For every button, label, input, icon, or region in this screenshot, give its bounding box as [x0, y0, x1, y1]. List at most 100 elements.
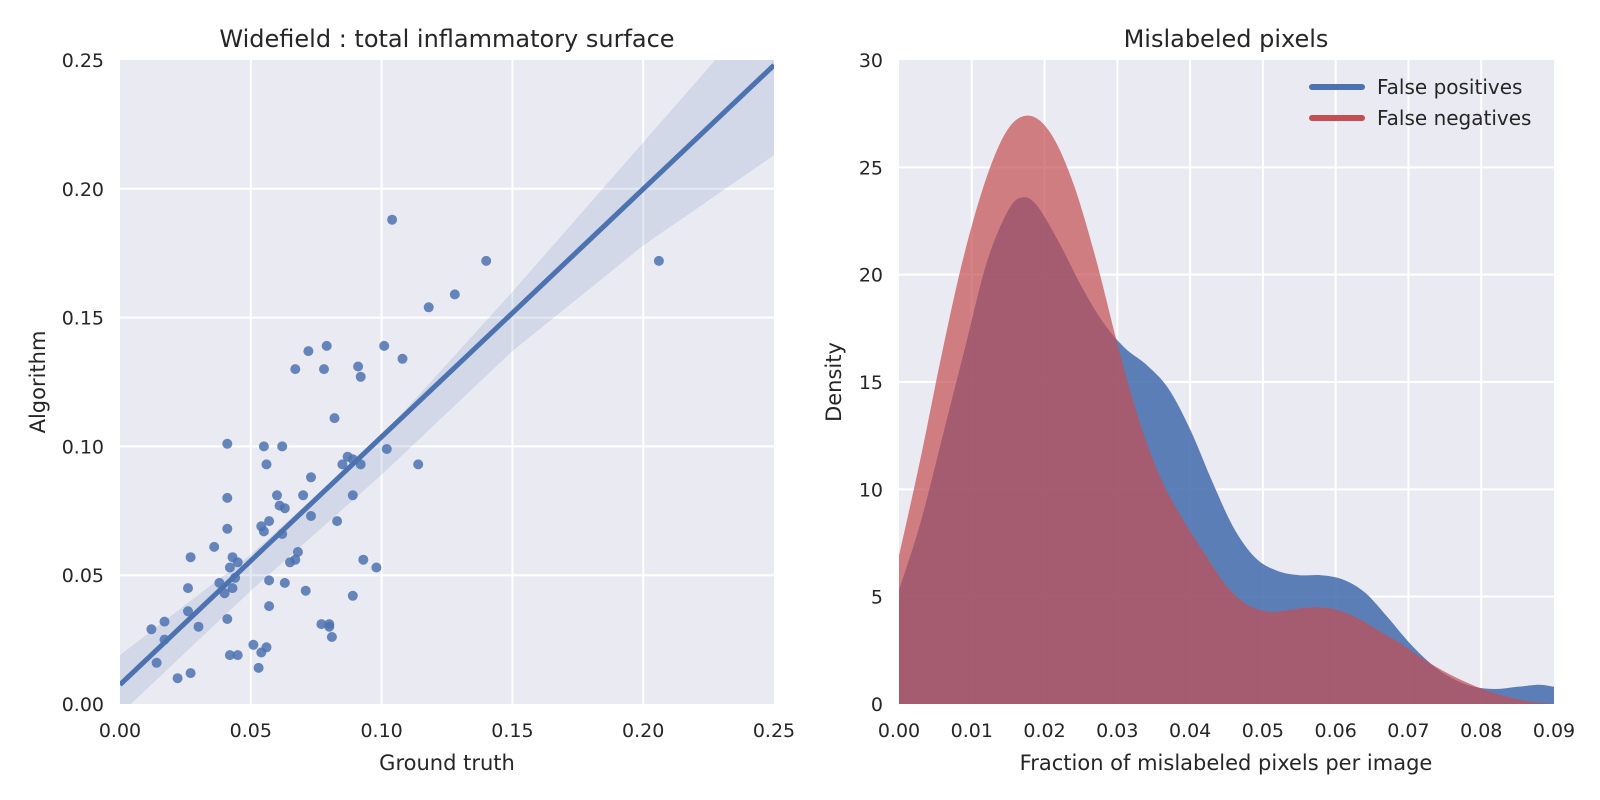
scatter-grid	[120, 60, 774, 704]
scatter-point	[292, 547, 303, 557]
scatter-point	[261, 459, 272, 470]
density-x-ticks: 0.00 0.01 0.02 0.03 0.04 0.05 0.06 0.07 0.08 0.09	[878, 720, 1575, 742]
density-y-tick-label: 25	[859, 157, 883, 179]
scatter-point	[159, 634, 170, 645]
scatter-point	[277, 441, 288, 452]
scatter-point	[185, 668, 196, 679]
density-areas	[899, 115, 1554, 704]
scatter-x-tick-label: 0.00	[99, 720, 141, 742]
legend-label-false-positives: False positives	[1377, 75, 1522, 99]
scatter-point	[653, 255, 664, 266]
scatter-point	[319, 364, 329, 375]
scatter-point	[355, 459, 366, 470]
density-y-tick-label: 0	[871, 694, 883, 716]
scatter-point	[279, 503, 290, 514]
density-x-tick-label: 0.01	[951, 720, 993, 742]
scatter-point	[397, 353, 408, 364]
density-x-tick-label: 0.07	[1387, 720, 1429, 742]
scatter-point	[355, 371, 366, 382]
scatter-point	[303, 346, 314, 357]
scatter-point	[209, 541, 220, 552]
scatter-point	[183, 606, 193, 617]
scatter-point	[329, 413, 340, 424]
scatter-point	[316, 619, 327, 630]
density-y-tick-label: 30	[859, 50, 883, 72]
scatter-point	[232, 650, 243, 661]
density-y-tick-label: 5	[871, 587, 883, 609]
scatter-point	[423, 302, 434, 313]
density-x-tick-label: 0.03	[1096, 720, 1138, 742]
scatter-point	[381, 444, 392, 454]
scatter-point	[347, 490, 358, 501]
density-x-axis-label: Fraction of mislabeled pixels per image	[1020, 751, 1433, 775]
scatter-point	[337, 459, 348, 470]
scatter-point	[332, 516, 343, 527]
scatter-point	[298, 490, 309, 501]
scatter-y-tick-label: 0.10	[62, 436, 104, 458]
density-y-axis-label: Density	[822, 342, 846, 422]
scatter-point	[264, 575, 275, 586]
scatter-point	[214, 577, 225, 588]
scatter-y-tick-label: 0.15	[62, 308, 104, 330]
scatter-point	[449, 289, 460, 300]
scatter-point	[264, 516, 275, 527]
scatter-y-axis-label: Algorithm	[26, 331, 50, 434]
scatter-point	[290, 364, 301, 375]
scatter-point	[183, 583, 193, 594]
scatter-point	[353, 361, 364, 372]
scatter-point	[227, 583, 238, 594]
scatter-points	[146, 214, 664, 684]
scatter-point	[258, 441, 269, 452]
scatter-point	[224, 650, 235, 661]
density-y-tick-label: 20	[859, 265, 883, 287]
scatter-point	[219, 588, 230, 599]
scatter-y-tick-label: 0.00	[62, 694, 104, 716]
density-title: Mislabeled pixels	[1124, 25, 1329, 53]
legend-label-false-negatives: False negatives	[1377, 106, 1531, 130]
scatter-point	[172, 673, 183, 684]
scatter-point	[290, 554, 301, 565]
scatter-point	[159, 616, 170, 627]
scatter-x-tick-label: 0.05	[230, 720, 272, 742]
scatter-point	[224, 562, 235, 573]
scatter-point	[481, 255, 492, 266]
scatter-y-tick-label: 0.20	[62, 179, 104, 201]
scatter-point	[185, 552, 196, 563]
scatter-point	[264, 601, 275, 612]
scatter-point	[306, 472, 316, 483]
scatter-x-tick-label: 0.25	[753, 720, 795, 742]
density-y-tick-label: 10	[859, 479, 883, 501]
density-y-tick-label: 15	[859, 372, 883, 394]
scatter-point	[253, 662, 264, 673]
scatter-point	[258, 526, 269, 537]
scatter-point	[193, 621, 204, 632]
scatter-y-tick-label: 0.05	[62, 565, 104, 587]
scatter-point	[230, 572, 241, 583]
scatter-point	[272, 490, 282, 501]
scatter-x-tick-label: 0.20	[622, 720, 664, 742]
density-x-tick-label: 0.05	[1242, 720, 1284, 742]
scatter-point	[279, 577, 290, 588]
false-negatives-area	[899, 115, 1554, 704]
density-x-tick-label: 0.08	[1460, 720, 1502, 742]
scatter-x-ticks: 0.00 0.05 0.10 0.15 0.20 0.25	[99, 720, 795, 742]
scatter-point	[371, 562, 382, 573]
scatter-point	[347, 454, 358, 465]
scatter-y-tick-label: 0.25	[62, 50, 104, 72]
scatter-point	[326, 632, 337, 642]
scatter-point	[146, 624, 157, 635]
scatter-point	[347, 590, 358, 601]
regression-fit-line	[120, 63, 774, 687]
scatter-point	[324, 619, 335, 630]
scatter-point	[222, 438, 233, 449]
scatter-point	[248, 639, 259, 650]
scatter-x-tick-label: 0.15	[491, 720, 533, 742]
scatter-x-axis-label: Ground truth	[379, 751, 515, 775]
scatter-point	[232, 557, 243, 568]
scatter-panel: 0.00 0.05 0.10 0.15 0.20 0.25 0.00 0.05 0.10 0.1…	[26, 25, 795, 775]
scatter-point	[306, 511, 316, 521]
density-x-tick-label: 0.00	[878, 720, 920, 742]
density-panel: 0.00 0.01 0.02 0.03 0.04 0.05 0.06 0.07 0.08 0.09…	[822, 25, 1575, 775]
scatter-point	[413, 459, 424, 470]
